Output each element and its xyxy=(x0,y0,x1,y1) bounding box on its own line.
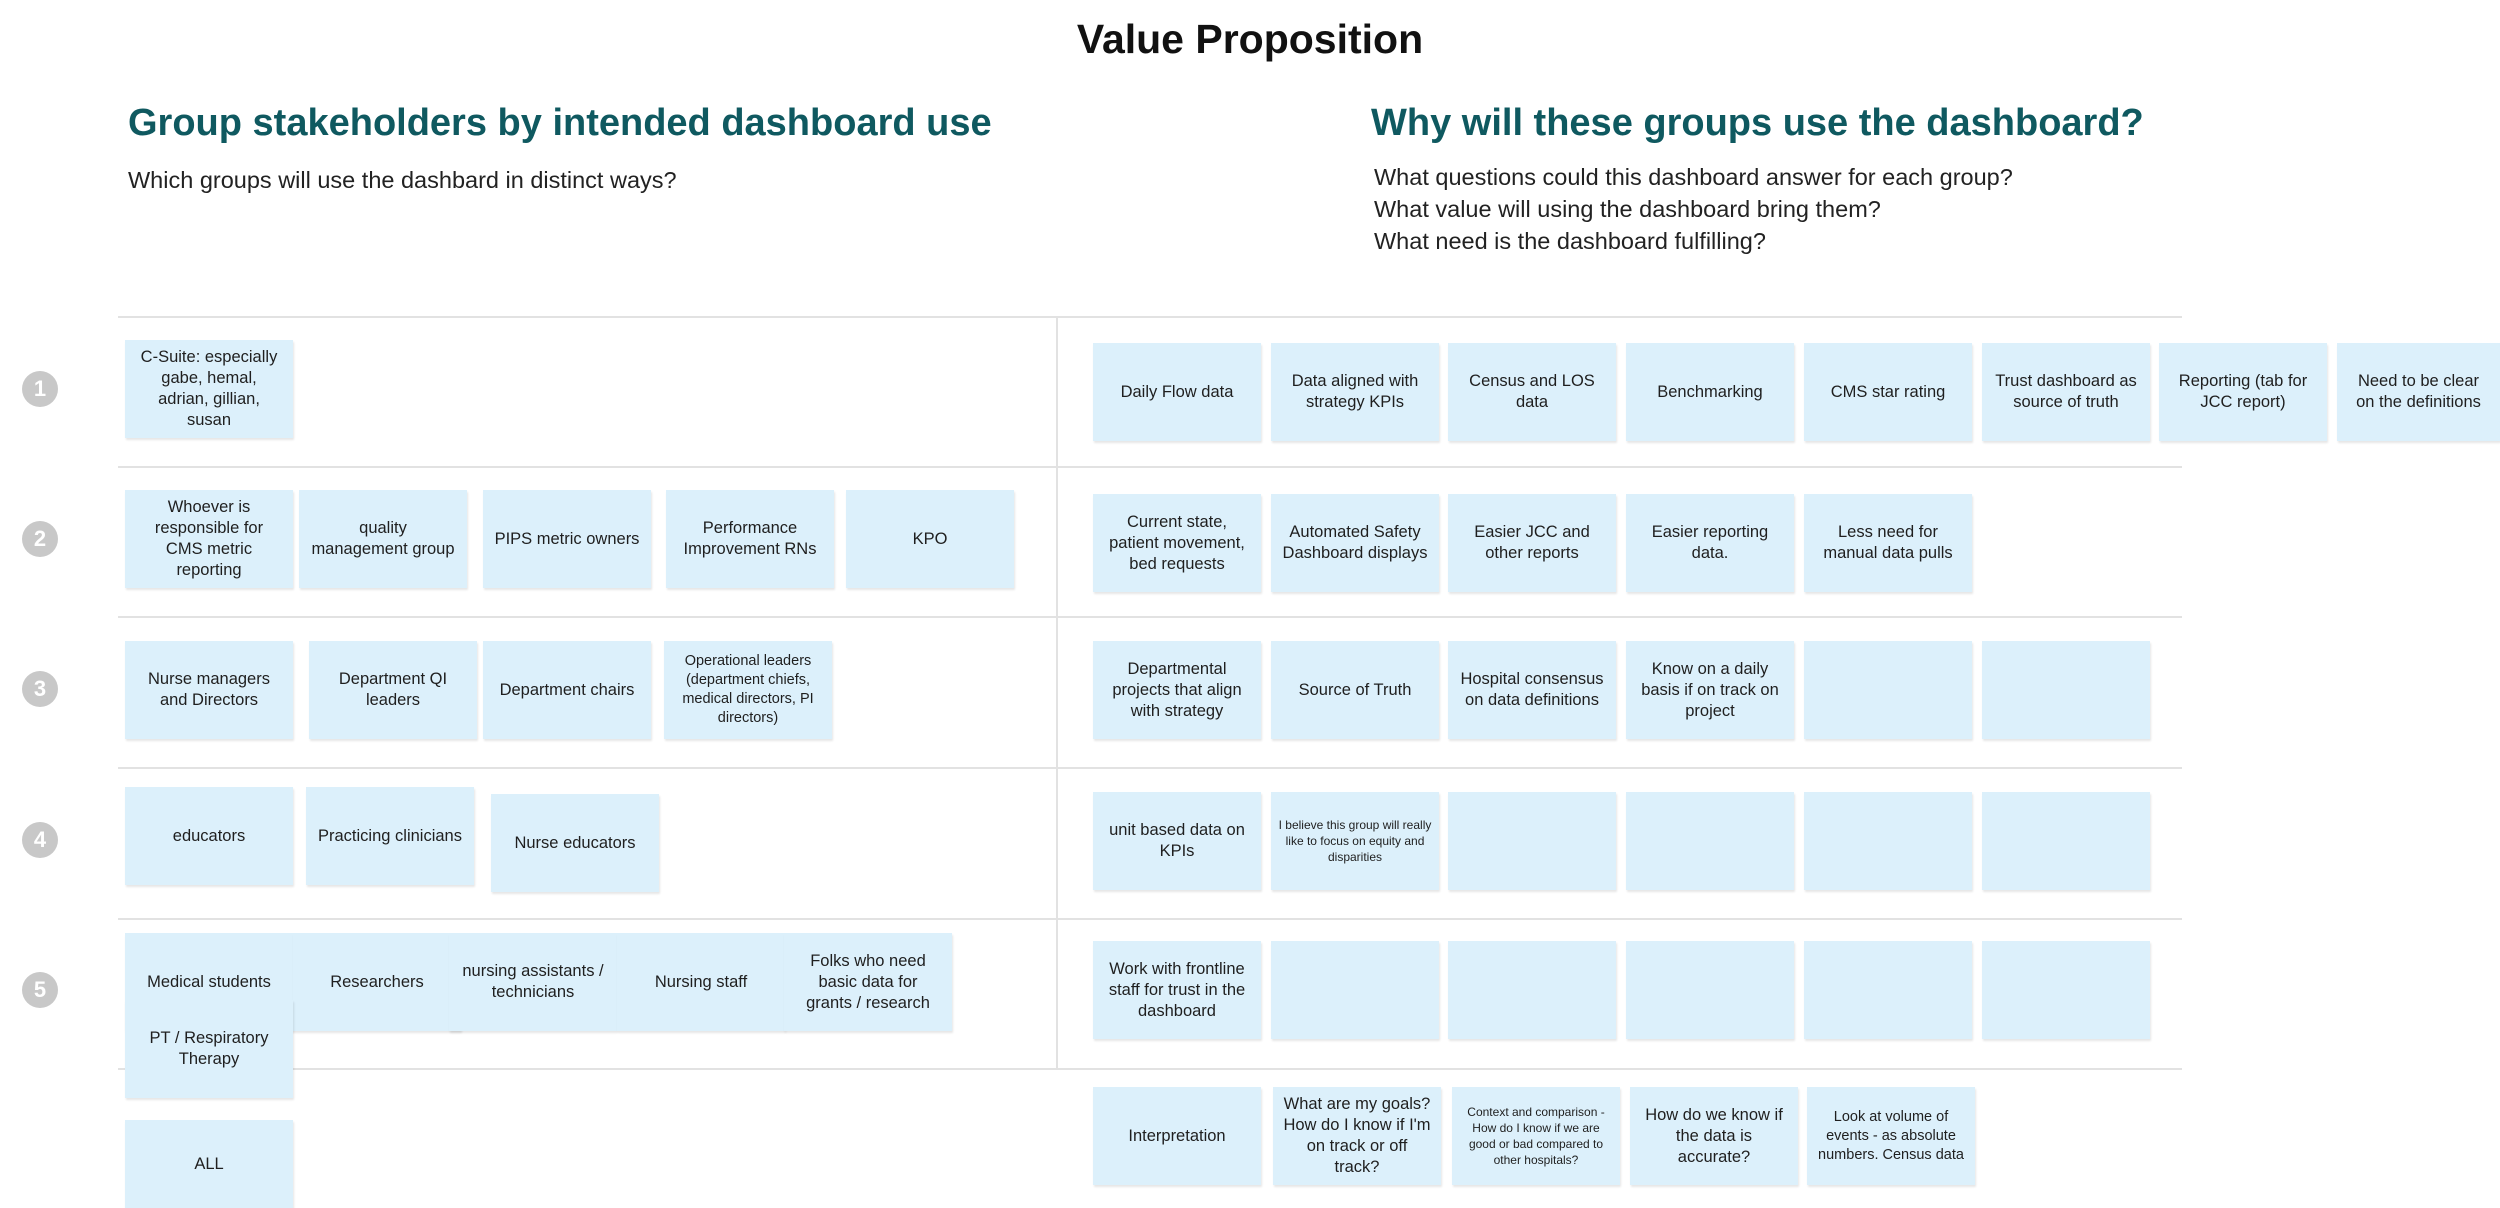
row-divider xyxy=(118,316,2182,318)
value-note[interactable]: Look at volume of events - as absolute n… xyxy=(1807,1087,1975,1185)
stakeholder-note[interactable]: ALL xyxy=(125,1120,293,1208)
stakeholder-note[interactable]: Department chairs xyxy=(483,641,651,739)
value-note[interactable]: Benchmarking xyxy=(1626,343,1794,441)
value-note[interactable]: Interpretation xyxy=(1093,1087,1261,1185)
value-note-empty[interactable] xyxy=(1982,941,2150,1039)
stakeholder-note[interactable]: Nursing staff xyxy=(617,933,785,1031)
stakeholder-note[interactable]: nursing assistants / technicians xyxy=(449,933,617,1031)
value-note[interactable]: Need to be clear on the definitions xyxy=(2337,343,2500,441)
stakeholder-note[interactable]: PIPS metric owners xyxy=(483,490,651,588)
row-divider xyxy=(118,1068,2182,1070)
stakeholders-heading: Group stakeholders by intended dashboard… xyxy=(128,102,992,144)
value-note[interactable]: unit based data on KPIs xyxy=(1093,792,1261,890)
value-note-empty[interactable] xyxy=(1626,941,1794,1039)
stakeholder-note[interactable]: C-Suite: especially gabe, hemal, adrian,… xyxy=(125,340,293,438)
stakeholder-note[interactable]: Department QI leaders xyxy=(309,641,477,739)
value-note[interactable]: Hospital consensus on data definitions xyxy=(1448,641,1616,739)
stakeholder-note[interactable]: Folks who need basic data for grants / r… xyxy=(784,933,952,1031)
stakeholder-note[interactable]: Nurse managers and Directors xyxy=(125,641,293,739)
value-note-empty[interactable] xyxy=(1448,941,1616,1039)
stakeholder-note[interactable]: Nurse educators xyxy=(491,794,659,892)
value-note-empty[interactable] xyxy=(1271,941,1439,1039)
value-note[interactable]: Easier reporting data. xyxy=(1626,494,1794,592)
value-questions: What questions could this dashboard answ… xyxy=(1374,161,2013,257)
value-note[interactable]: Know on a daily basis if on track on pro… xyxy=(1626,641,1794,739)
value-note[interactable]: Current state, patient movement, bed req… xyxy=(1093,494,1261,592)
value-note[interactable]: Reporting (tab for JCC report) xyxy=(2159,343,2327,441)
value-note[interactable]: Source of Truth xyxy=(1271,641,1439,739)
board-title: Value Proposition xyxy=(1076,16,1424,62)
value-note-empty[interactable] xyxy=(1626,792,1794,890)
value-note-empty[interactable] xyxy=(1982,641,2150,739)
value-note[interactable]: Daily Flow data xyxy=(1093,343,1261,441)
value-note[interactable]: Census and LOS data xyxy=(1448,343,1616,441)
value-note[interactable]: Easier JCC and other reports xyxy=(1448,494,1616,592)
value-note-empty[interactable] xyxy=(1804,792,1972,890)
value-note[interactable]: What are my goals? How do I know if I'm … xyxy=(1273,1087,1441,1185)
stakeholder-note[interactable]: Performance Improvement RNs xyxy=(666,490,834,588)
row-number-badge: 1 xyxy=(22,371,58,407)
value-question: What need is the dashboard fulfilling? xyxy=(1374,228,1766,254)
value-note-empty[interactable] xyxy=(1448,792,1616,890)
stakeholder-note[interactable]: educators xyxy=(125,787,293,885)
column-divider xyxy=(1056,316,1058,1070)
value-note[interactable]: CMS star rating xyxy=(1804,343,1972,441)
value-heading: Why will these groups use the dashboard? xyxy=(1371,102,2144,144)
value-note[interactable]: Trust dashboard as source of truth xyxy=(1982,343,2150,441)
value-note[interactable]: Less need for manual data pulls xyxy=(1804,494,1972,592)
value-note-empty[interactable] xyxy=(1804,641,1972,739)
stakeholder-note[interactable]: quality management group xyxy=(299,490,467,588)
stakeholder-note[interactable]: Researchers xyxy=(293,933,461,1031)
row-divider xyxy=(118,767,2182,769)
value-note[interactable]: Automated Safety Dashboard displays xyxy=(1271,494,1439,592)
row-number-badge: 5 xyxy=(22,972,58,1008)
stakeholder-note[interactable]: PT / Respiratory Therapy xyxy=(125,1000,293,1098)
value-note[interactable]: I believe this group will really like to… xyxy=(1271,792,1439,890)
value-note-empty[interactable] xyxy=(1982,792,2150,890)
value-note[interactable]: How do we know if the data is accurate? xyxy=(1630,1087,1798,1185)
stakeholder-note[interactable]: Whoever is responsible for CMS metric re… xyxy=(125,490,293,588)
row-divider xyxy=(118,466,2182,468)
stakeholder-note[interactable]: Practicing clinicians xyxy=(306,787,474,885)
value-question: What value will using the dashboard brin… xyxy=(1374,196,1881,222)
value-note[interactable]: Work with frontline staff for trust in t… xyxy=(1093,941,1261,1039)
row-number-badge: 2 xyxy=(22,521,58,557)
stakeholder-note[interactable]: KPO xyxy=(846,490,1014,588)
stakeholders-subtitle: Which groups will use the dashbard in di… xyxy=(128,167,677,193)
row-number-badge: 3 xyxy=(22,671,58,707)
value-note-empty[interactable] xyxy=(1804,941,1972,1039)
row-number-badge: 4 xyxy=(22,822,58,858)
value-question: What questions could this dashboard answ… xyxy=(1374,164,2013,190)
row-divider xyxy=(118,616,2182,618)
row-divider xyxy=(118,918,2182,920)
stakeholder-note[interactable]: Operational leaders (department chiefs, … xyxy=(664,641,832,739)
value-note[interactable]: Context and comparison - How do I know i… xyxy=(1452,1087,1620,1185)
value-note[interactable]: Data aligned with strategy KPIs xyxy=(1271,343,1439,441)
value-note[interactable]: Departmental projects that align with st… xyxy=(1093,641,1261,739)
